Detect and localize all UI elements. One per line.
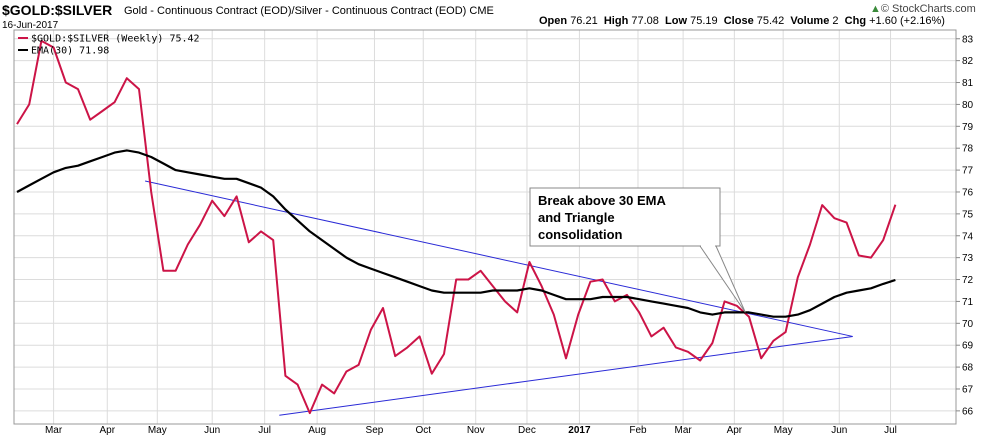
- x-tick-label: May: [148, 425, 167, 436]
- high-label: High: [603, 15, 629, 27]
- y-tick-label: 82: [962, 56, 974, 67]
- y-tick-label: 81: [962, 78, 974, 89]
- annotation: Break above 30 EMA and Triangle consolidat…: [529, 187, 746, 313]
- legend-label: EMA(30) 71.98: [31, 46, 109, 57]
- exchange-text: CME: [469, 5, 494, 17]
- y-tick-label: 76: [962, 187, 974, 198]
- grid: [14, 30, 956, 424]
- series-group: [16, 39, 897, 415]
- legend-label: $GOLD:$SILVER (Weekly) 75.42: [31, 34, 200, 45]
- description-text: Gold - Continuous Contract (EOD)/Silver …: [124, 5, 467, 17]
- y-tick-label: 72: [962, 275, 974, 286]
- x-tick-label: Jun: [831, 425, 847, 436]
- chart-date: 16-Jun-2017: [2, 20, 59, 31]
- x-tick-label: Mar: [45, 425, 63, 436]
- y-tick-label: 74: [962, 231, 974, 242]
- volume-value: 2: [832, 15, 839, 27]
- price-line: [16, 39, 897, 415]
- x-tick-label: Sep: [366, 425, 384, 436]
- triangle-trendline: [279, 335, 853, 416]
- y-tick-label: 69: [962, 341, 974, 352]
- annotation-text: consolidation: [538, 227, 623, 242]
- open-label: Open: [539, 15, 568, 27]
- trendlines: [144, 180, 853, 416]
- y-tick-label: 78: [962, 144, 974, 155]
- plot-frame: [13, 29, 957, 425]
- y-tick-label: 71: [962, 297, 974, 308]
- annotation-text: Break above 30 EMA: [538, 193, 667, 208]
- ohlc-readout: Open 76.21 High 77.08 Low 75.19 Close 75…: [539, 15, 945, 27]
- y-tick-label: 75: [962, 209, 974, 220]
- x-tick-label: Jul: [258, 425, 271, 436]
- close-value: 75.42: [756, 15, 785, 27]
- chart-symbol: $GOLD:$SILVER: [2, 2, 113, 18]
- x-tick-label: Jun: [204, 425, 220, 436]
- high-value: 77.08: [631, 15, 659, 27]
- y-tick-label: 80: [962, 100, 974, 111]
- y-tick-label: 73: [962, 253, 974, 264]
- x-tick-label: 2017: [568, 425, 591, 436]
- low-value: 75.19: [690, 15, 718, 27]
- x-tick-label: Aug: [308, 425, 326, 436]
- close-label: Close: [723, 15, 754, 27]
- y-tick-label: 77: [962, 166, 974, 177]
- brand-text: © StockCharts.com: [880, 3, 976, 15]
- triangle-trendline: [144, 180, 853, 337]
- chg-value: +1.60 (+2.16%): [869, 15, 945, 27]
- open-value: 76.21: [570, 15, 598, 27]
- low-label: Low: [665, 15, 688, 27]
- x-tick-label: Jul: [884, 425, 897, 436]
- annotation-box: [529, 187, 721, 247]
- y-tick-label: 83: [962, 34, 974, 45]
- x-tick-label: Feb: [629, 425, 647, 436]
- y-axis: 66 67 68 69 70 71 72 73 74 75 76 77 78 79 80 81 82 83: [956, 34, 974, 417]
- chart-description: Gold - Continuous Contract (EOD)/Silver …: [124, 5, 494, 17]
- x-tick-label: Apr: [99, 425, 115, 436]
- x-tick-label: Apr: [727, 425, 743, 436]
- x-tick-label: Oct: [415, 425, 431, 436]
- brand-credit[interactable]: ▲© StockCharts.com: [870, 3, 976, 15]
- x-axis: Mar Apr May Jun Jul Aug Sep Oct Nov Dec 2017 Feb Mar…: [45, 425, 897, 436]
- y-tick-label: 68: [962, 363, 974, 374]
- ema-line: [16, 149, 896, 318]
- x-tick-label: Dec: [518, 425, 536, 436]
- arrow-up-icon: ▲: [870, 3, 881, 15]
- annotation-text: and Triangle: [538, 210, 615, 225]
- y-tick-label: 79: [962, 122, 974, 133]
- chg-label: Chg: [844, 15, 867, 27]
- volume-label: Volume: [790, 15, 830, 27]
- y-tick-label: 66: [962, 406, 974, 417]
- x-tick-label: Nov: [467, 425, 485, 436]
- y-tick-label: 70: [962, 319, 974, 330]
- y-tick-label: 67: [962, 384, 974, 395]
- x-tick-label: Mar: [675, 425, 693, 436]
- x-tick-label: May: [774, 425, 793, 436]
